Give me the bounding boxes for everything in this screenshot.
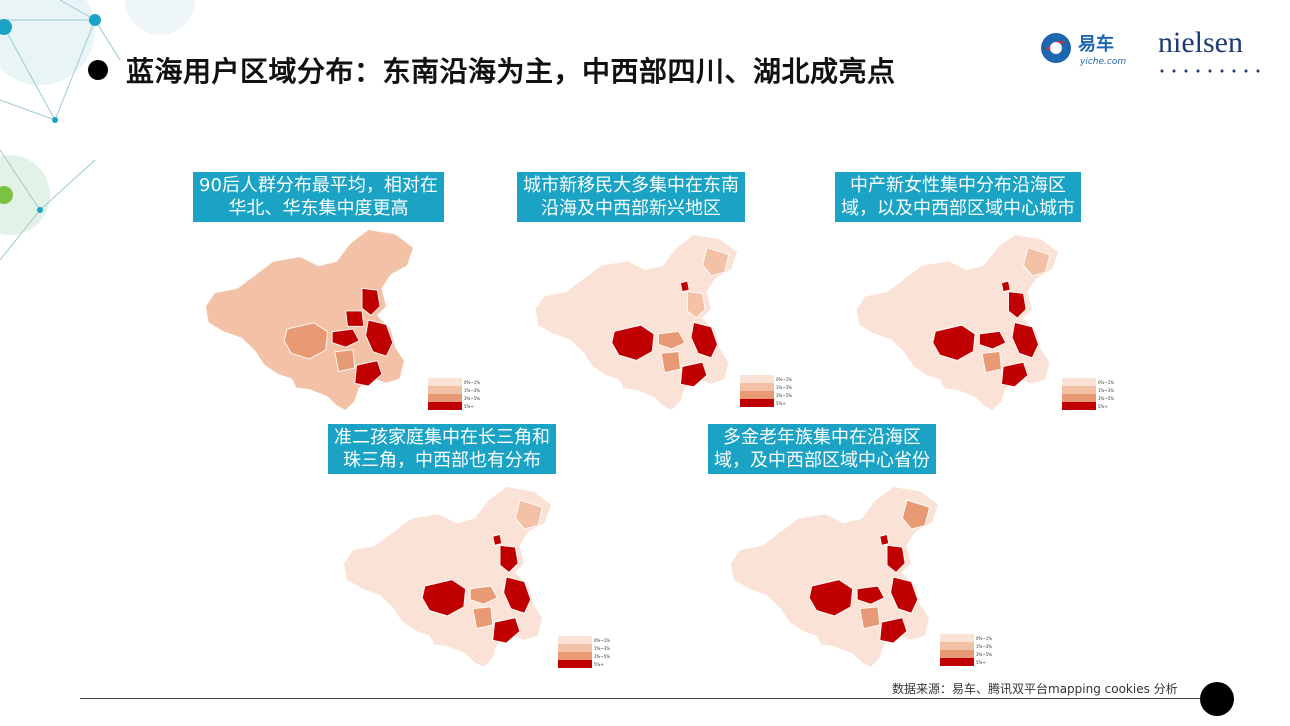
legend-label: 1%~3%	[776, 384, 793, 390]
legend-label: 1%~3%	[1098, 387, 1115, 393]
legend-label: 0%~1%	[464, 379, 481, 385]
panel-4-caption-line1: 准二孩家庭集中在长三角和	[334, 427, 550, 448]
panel-5-caption-line1: 多金老年族集中在沿海区	[723, 427, 921, 448]
footer-dot	[1200, 682, 1234, 716]
panel-3-legend: 0%~1% 1%~3% 3%~5% 5%+	[1062, 378, 1114, 410]
legend-label: 1%~3%	[594, 645, 611, 651]
network-decoration	[0, 0, 195, 260]
legend-label: 0%~1%	[776, 376, 793, 382]
legend-label: 1%~3%	[976, 643, 993, 649]
legend-label: 5%+	[1098, 403, 1108, 409]
panel-2-caption-line2: 沿海及中西部新兴地区	[541, 198, 721, 219]
legend-label: 0%~1%	[1098, 379, 1115, 385]
legend-label: 5%+	[776, 400, 786, 406]
panel-2-china-map	[534, 233, 739, 412]
panel-3-china-map	[855, 233, 1060, 412]
panel-5-caption: 多金老年族集中在沿海区 域，及中西部区域中心省份	[708, 424, 936, 474]
panel-1-caption-line2: 华北、华东集中度更高	[228, 198, 409, 219]
panel-3-caption-line1: 中产新女性集中分布沿海区	[850, 175, 1066, 196]
legend-label: 1%~3%	[464, 387, 481, 393]
panel-1-caption-line1: 90后人群分布最平均，相对在	[199, 175, 438, 196]
panel-3-caption: 中产新女性集中分布沿海区 域，以及中西部区域中心城市	[835, 172, 1081, 222]
panel-1-legend: 0%~1% 1%~3% 3%~5% 5%+	[428, 378, 480, 410]
panel-2-caption: 城市新移民大多集中在东南 沿海及中西部新兴地区	[517, 172, 745, 222]
panel-5-china-map	[730, 486, 940, 668]
yiche-logo-text: 易车	[1078, 33, 1114, 55]
panel-5-legend: 0%~1% 1%~3% 3%~5% 5%+	[940, 634, 992, 666]
legend-label: 5%+	[594, 661, 604, 667]
panel-1-china-map	[205, 229, 415, 411]
legend-label: 3%~5%	[776, 392, 793, 398]
footer-divider	[80, 698, 1216, 699]
legend-label: 3%~5%	[1098, 395, 1115, 401]
legend-label: 3%~5%	[976, 651, 993, 657]
panel-1-caption: 90后人群分布最平均，相对在 华北、华东集中度更高	[193, 172, 444, 222]
panel-2-caption-line1: 城市新移民大多集中在东南	[523, 175, 739, 196]
nielsen-dots	[1160, 69, 1260, 73]
panel-4-caption: 准二孩家庭集中在长三角和 珠三角，中西部也有分布	[328, 424, 556, 474]
panel-4-legend: 0%~1% 1%~3% 3%~5% 5%+	[558, 636, 610, 668]
yiche-logo-subtext: yiche.com	[1079, 57, 1126, 67]
panel-4-china-map	[343, 486, 553, 668]
legend-label: 3%~5%	[464, 395, 481, 401]
legend-label: 0%~1%	[976, 635, 993, 641]
legend-label: 5%+	[464, 403, 474, 409]
legend-label: 5%+	[976, 659, 986, 665]
nielsen-logo-text: nielsen	[1158, 26, 1243, 59]
page-title: 蓝海用户区域分布：东南沿海为主，中西部四川、湖北成亮点	[126, 55, 896, 88]
panel-4-caption-line2: 珠三角，中西部也有分布	[343, 450, 541, 471]
data-source-note: 数据来源：易车、腾讯双平台mapping cookies 分析	[892, 682, 1178, 696]
panel-2-legend: 0%~1% 1%~3% 3%~5% 5%+	[740, 375, 792, 407]
legend-label: 0%~1%	[594, 637, 611, 643]
nielsen-logo: nielsen	[1158, 26, 1264, 73]
title-bullet	[88, 60, 108, 80]
panel-3-caption-line2: 域，以及中西部区域中心城市	[841, 198, 1075, 219]
panel-5-caption-line2: 域，及中西部区域中心省份	[714, 450, 930, 471]
yiche-logo: 易车 yiche.com	[1041, 33, 1126, 67]
legend-label: 3%~5%	[594, 653, 611, 659]
